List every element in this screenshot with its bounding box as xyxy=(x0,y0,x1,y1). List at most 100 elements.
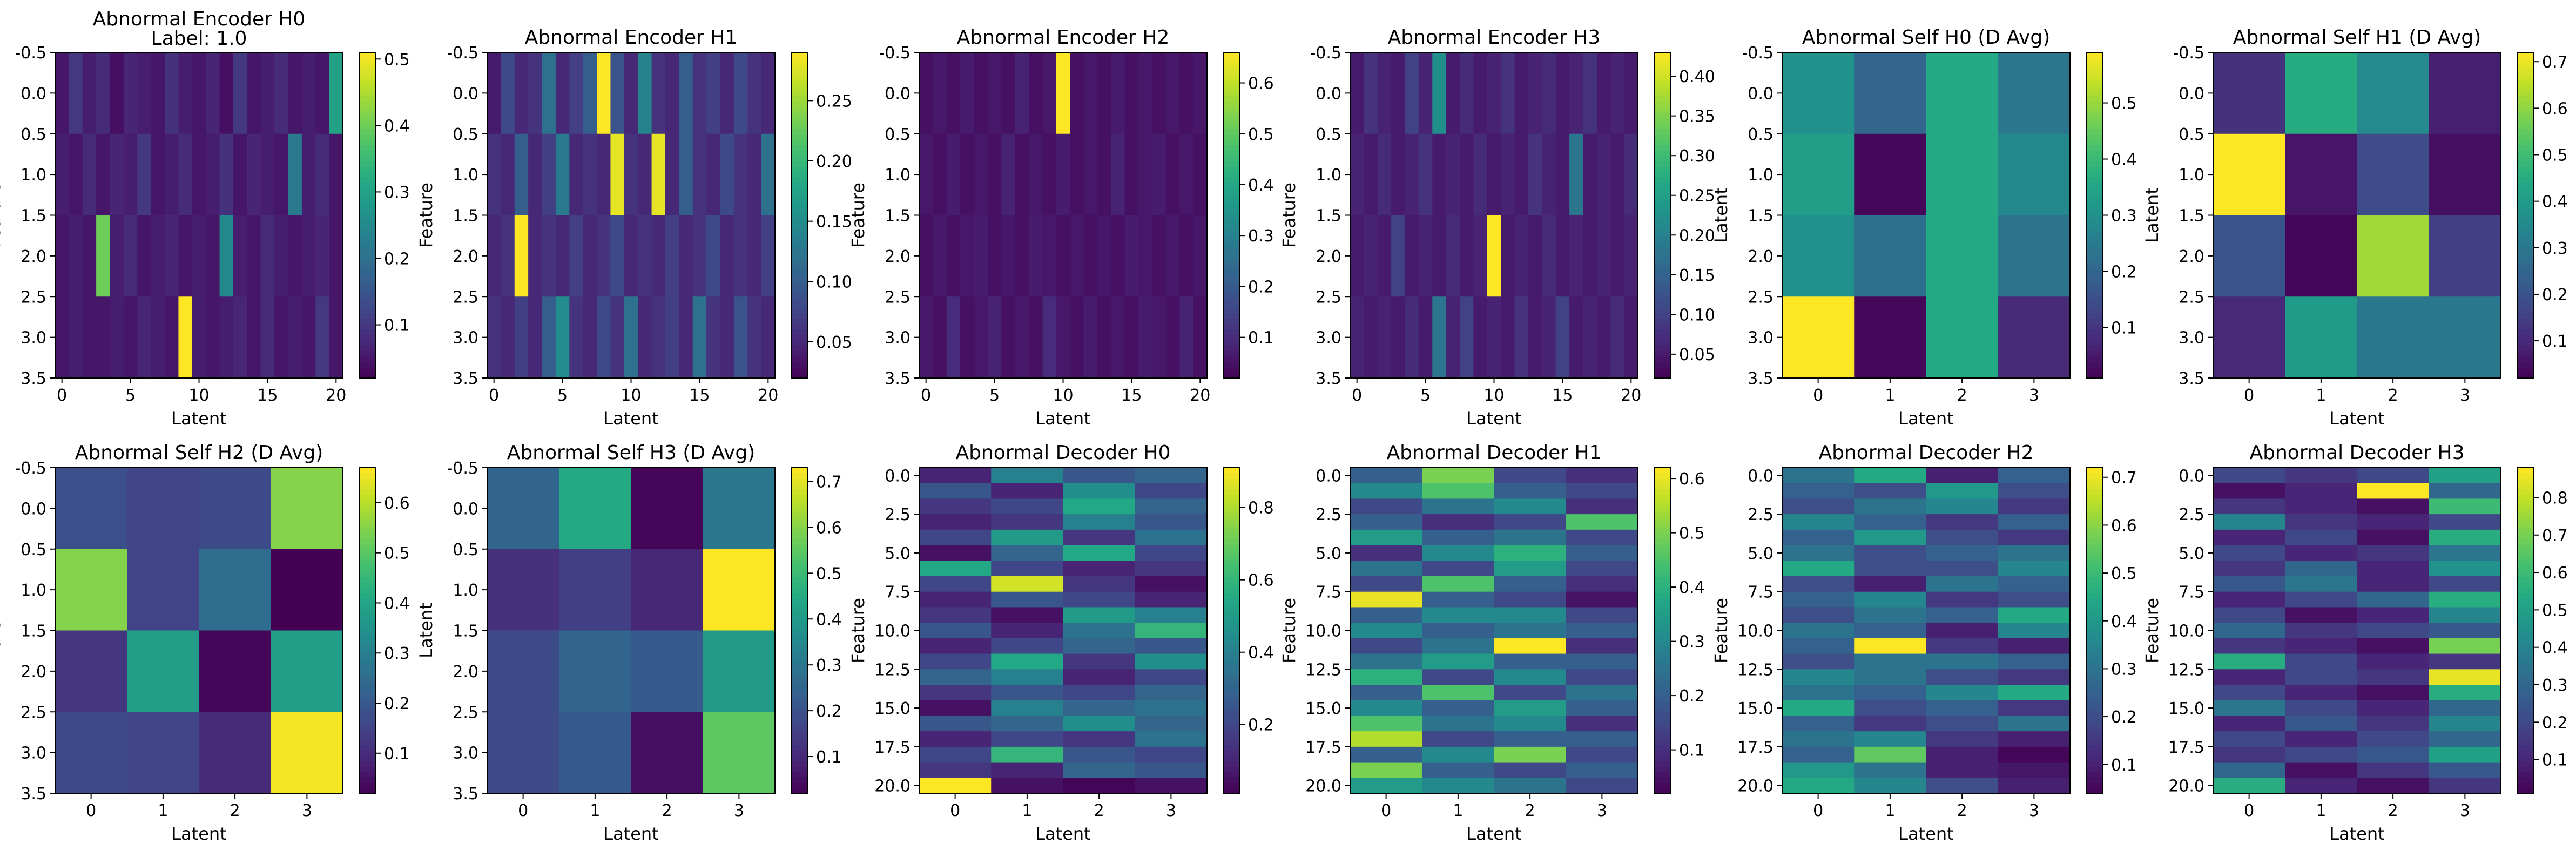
colorbar-tick-label: 0.2 xyxy=(2111,708,2137,727)
colorbar-segment xyxy=(359,318,375,325)
colorbar-segment xyxy=(2086,183,2102,189)
colorbar-frame xyxy=(1654,467,1671,794)
colorbar-segment xyxy=(1654,787,1670,794)
heatmap-cell xyxy=(919,514,992,530)
colorbar-segment xyxy=(791,275,807,281)
colorbar-segment xyxy=(791,361,807,368)
heatmap-cell xyxy=(1998,483,2071,500)
colorbar-segment xyxy=(791,609,807,615)
colorbar-tick-label: 0.3 xyxy=(1679,633,1705,652)
heatmap-cell xyxy=(720,296,734,379)
heatmap-cell xyxy=(665,215,679,297)
colorbar-segment xyxy=(359,117,375,124)
heatmap-cell xyxy=(1152,215,1166,297)
heatmap-cell xyxy=(1422,700,1495,717)
colorbar-segment xyxy=(2517,237,2533,243)
colorbar-segment xyxy=(1654,52,1670,58)
colorbar-tick-label: 0.4 xyxy=(384,594,410,613)
heatmap-cell xyxy=(199,712,272,794)
colorbar-segment xyxy=(2517,172,2533,178)
heatmap-cell xyxy=(1854,215,1927,297)
heatmap-cell xyxy=(1998,498,2071,515)
y-tick-label: 1.5 xyxy=(2179,207,2204,226)
colorbar-segment xyxy=(1223,247,1239,254)
colorbar-tick-label: 0.1 xyxy=(816,748,842,767)
heatmap-cell xyxy=(1782,483,1855,500)
colorbar-segment xyxy=(2086,199,2102,205)
heatmap-cell xyxy=(2213,576,2285,592)
y-tick-label: 2.0 xyxy=(1316,247,1341,266)
colorbar-segment xyxy=(359,495,375,501)
y-axis-label: Feature xyxy=(848,598,868,663)
heatmap-cell xyxy=(919,607,992,623)
heatmap-cell xyxy=(315,133,330,216)
colorbar-segment xyxy=(2517,155,2533,161)
heatmap-cell xyxy=(1460,52,1474,134)
colorbar-segment xyxy=(1654,340,1670,346)
colorbar-segment xyxy=(1654,527,1670,534)
heatmap-cell xyxy=(1097,215,1111,297)
colorbar-segment xyxy=(2086,532,2102,539)
colorbar-segment xyxy=(791,307,807,314)
colorbar-segment xyxy=(359,96,375,102)
heatmap-cell xyxy=(2357,576,2430,592)
heatmap-cell xyxy=(1063,731,1136,747)
heatmap-cell xyxy=(2285,669,2358,685)
colorbar-segment xyxy=(1223,495,1239,501)
heatmap-cell xyxy=(2285,215,2358,297)
y-tick-label: 1.5 xyxy=(1748,207,1773,226)
heatmap-cell xyxy=(1610,296,1625,379)
x-tick-label: 20 xyxy=(758,386,778,405)
heatmap-cell xyxy=(559,549,632,631)
colorbar-segment xyxy=(359,771,375,778)
colorbar-segment xyxy=(359,329,375,335)
y-tick-label: 1.5 xyxy=(21,207,46,226)
x-tick-label: 20 xyxy=(1190,386,1210,405)
colorbar-segment xyxy=(2517,576,2533,582)
colorbar-segment xyxy=(2517,598,2533,604)
colorbar-segment xyxy=(2086,101,2102,107)
heatmap-cell xyxy=(1998,215,2071,297)
y-tick-label: 3.5 xyxy=(1748,369,1773,388)
heatmap-cell xyxy=(1422,545,1495,561)
y-tick-label: 3.0 xyxy=(885,329,911,348)
heatmap-cell xyxy=(919,669,992,685)
y-tick-label: 1.0 xyxy=(453,166,478,185)
colorbar-segment xyxy=(1223,760,1239,767)
colorbar-segment xyxy=(2517,123,2533,129)
colorbar-segment xyxy=(2086,52,2102,58)
colorbar-segment xyxy=(1223,79,1239,86)
colorbar-segment xyxy=(1223,706,1239,713)
colorbar-segment xyxy=(2086,112,2102,118)
colorbar-segment xyxy=(2517,253,2533,259)
colorbar-segment xyxy=(1654,570,1670,577)
colorbar-segment xyxy=(2086,576,2102,582)
heatmap-cell xyxy=(991,545,1064,561)
colorbar-segment xyxy=(791,630,807,637)
heatmap-cell xyxy=(69,133,83,216)
heatmap-cell xyxy=(2285,746,2358,763)
colorbar-segment xyxy=(1654,90,1670,97)
colorbar-segment xyxy=(791,188,807,194)
colorbar-segment xyxy=(1223,112,1239,118)
heatmap-cell xyxy=(69,296,83,379)
colorbar-segment xyxy=(2517,117,2533,124)
heatmap-cell xyxy=(151,215,165,297)
heatmap-cell xyxy=(1111,296,1125,379)
colorbar-segment xyxy=(2086,614,2102,620)
colorbar-segment xyxy=(791,603,807,610)
heatmap-cell xyxy=(1854,638,1927,655)
colorbar-segment xyxy=(1223,473,1239,479)
colorbar-segment xyxy=(2517,183,2533,189)
x-tick-label: 5 xyxy=(557,386,568,405)
heatmap-cell xyxy=(1596,52,1611,134)
colorbar-segment xyxy=(2517,204,2533,211)
colorbar-segment xyxy=(791,193,807,200)
colorbar-segment xyxy=(2086,361,2102,368)
heatmap-cell xyxy=(2285,576,2358,592)
x-tick-label: 2 xyxy=(1957,801,1967,820)
heatmap-cell xyxy=(1926,778,1999,794)
y-tick-label: 5.0 xyxy=(1748,544,1773,563)
heatmap-cell xyxy=(1350,653,1422,670)
colorbar-segment xyxy=(1223,242,1239,248)
